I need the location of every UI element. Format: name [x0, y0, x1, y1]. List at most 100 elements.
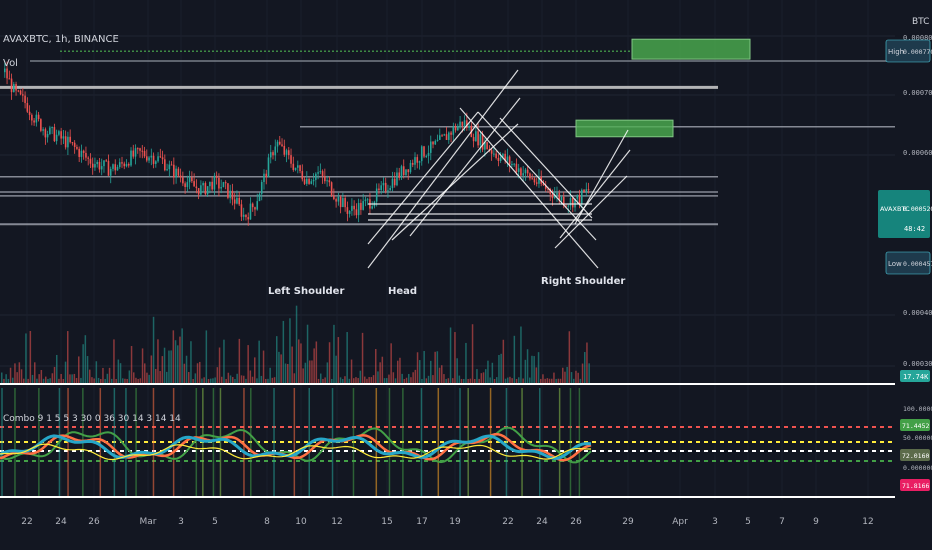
volume-bar	[108, 367, 111, 383]
candle-body	[4, 68, 6, 73]
candle-body	[136, 148, 139, 150]
candle-body	[436, 139, 439, 141]
volume-bar	[476, 369, 478, 383]
volume-bar	[485, 369, 487, 383]
volume-bar	[568, 331, 571, 383]
current-price-badge	[878, 190, 930, 238]
volume-bar	[139, 378, 142, 383]
volume-bar	[575, 370, 577, 383]
candle-body	[384, 182, 387, 192]
time-axis[interactable]: 22 24 26 Mar 3 5 8 10 12 15 17 19 22 24 26 29 Apr 3 5 7 9 12	[21, 517, 873, 527]
volume-bar	[513, 335, 516, 383]
candle-body	[292, 163, 295, 170]
volume-bar	[309, 360, 311, 383]
candle-body	[256, 201, 259, 210]
candle-body	[17, 90, 20, 92]
candle-body	[362, 201, 364, 210]
candle-body	[290, 155, 292, 164]
osc-label-1: 100.0000000	[903, 405, 932, 413]
candle-body	[511, 164, 513, 166]
volume-bar	[196, 363, 199, 383]
volume-bar	[370, 377, 373, 383]
candle-body	[357, 202, 360, 216]
candle-body	[429, 141, 432, 153]
volume-bar	[38, 374, 40, 383]
volume-bar	[47, 378, 49, 383]
volume-bar	[12, 377, 14, 383]
candle-body	[82, 150, 85, 153]
volume-bar	[394, 378, 397, 383]
candle-body	[193, 181, 195, 187]
candle-body	[366, 199, 369, 201]
candle-body	[109, 168, 112, 176]
volume-bar	[207, 378, 210, 383]
volume-bar	[533, 356, 535, 383]
candle-body	[549, 189, 552, 195]
time-tick-label: 15	[381, 517, 392, 527]
currency-label: BTC	[912, 17, 929, 27]
volume-bar	[100, 378, 102, 383]
volume-bar	[56, 354, 58, 383]
volume-bar	[113, 339, 115, 383]
volume-bar	[161, 356, 164, 383]
candles	[4, 61, 590, 226]
volume-bar	[269, 367, 271, 383]
volume-bar	[282, 320, 285, 383]
volume-bar	[249, 370, 252, 383]
horizontal-levels	[0, 38, 895, 226]
volume-bar	[392, 372, 395, 383]
candle-body	[200, 185, 202, 195]
candle-body	[145, 156, 148, 161]
volume-bar	[188, 372, 190, 383]
volume-bar	[91, 377, 93, 383]
volume-bar	[507, 377, 509, 383]
candle-body	[565, 205, 567, 207]
volume-bar	[465, 342, 467, 383]
volume-bar	[412, 372, 414, 383]
volume-bar	[502, 339, 505, 383]
time-tick-label: 9	[813, 517, 819, 527]
volume-bar	[267, 378, 269, 383]
candle-body	[13, 83, 15, 93]
candle-body	[152, 155, 155, 164]
volume-bar	[289, 318, 291, 383]
price-scale[interactable]: BTC 0.0008000 0.0007000 0.0006000 0.0004…	[878, 0, 932, 550]
volume-bar	[64, 361, 67, 383]
volume-bar	[240, 375, 243, 383]
candle-body	[267, 157, 270, 178]
candle-body	[285, 150, 288, 155]
candle-body	[423, 146, 425, 157]
volume-bar	[529, 377, 531, 383]
candle-body	[177, 168, 180, 176]
volume-bar	[504, 378, 507, 383]
candle-body	[287, 150, 290, 156]
volume-bar	[232, 377, 234, 383]
volume-bar	[463, 378, 465, 383]
candle-body	[67, 136, 69, 148]
candle-body	[123, 163, 126, 167]
volume-bar	[548, 378, 551, 383]
volume-bar	[82, 344, 84, 383]
volume-bar	[214, 377, 216, 383]
volume-bar	[542, 374, 544, 383]
osc-badge-3	[900, 479, 930, 491]
candle-body	[360, 202, 362, 210]
volume-bar	[467, 378, 469, 383]
candle-body	[8, 78, 11, 80]
candle-body	[76, 146, 78, 149]
candle-body	[19, 90, 22, 95]
volume-bar	[522, 378, 524, 383]
volume-bar	[238, 338, 241, 383]
volume-bar	[342, 378, 344, 383]
time-tick-label: 26	[570, 517, 582, 527]
volume-bar	[218, 347, 221, 383]
volume-bar	[346, 332, 348, 383]
candle-body	[55, 134, 58, 142]
volume-bar	[280, 354, 282, 383]
volume-bar	[62, 378, 65, 383]
volume-bar	[425, 378, 428, 383]
candle-body	[85, 152, 87, 158]
candle-body	[396, 172, 398, 186]
osc-badge-3-value: 71.8166	[902, 482, 929, 490]
